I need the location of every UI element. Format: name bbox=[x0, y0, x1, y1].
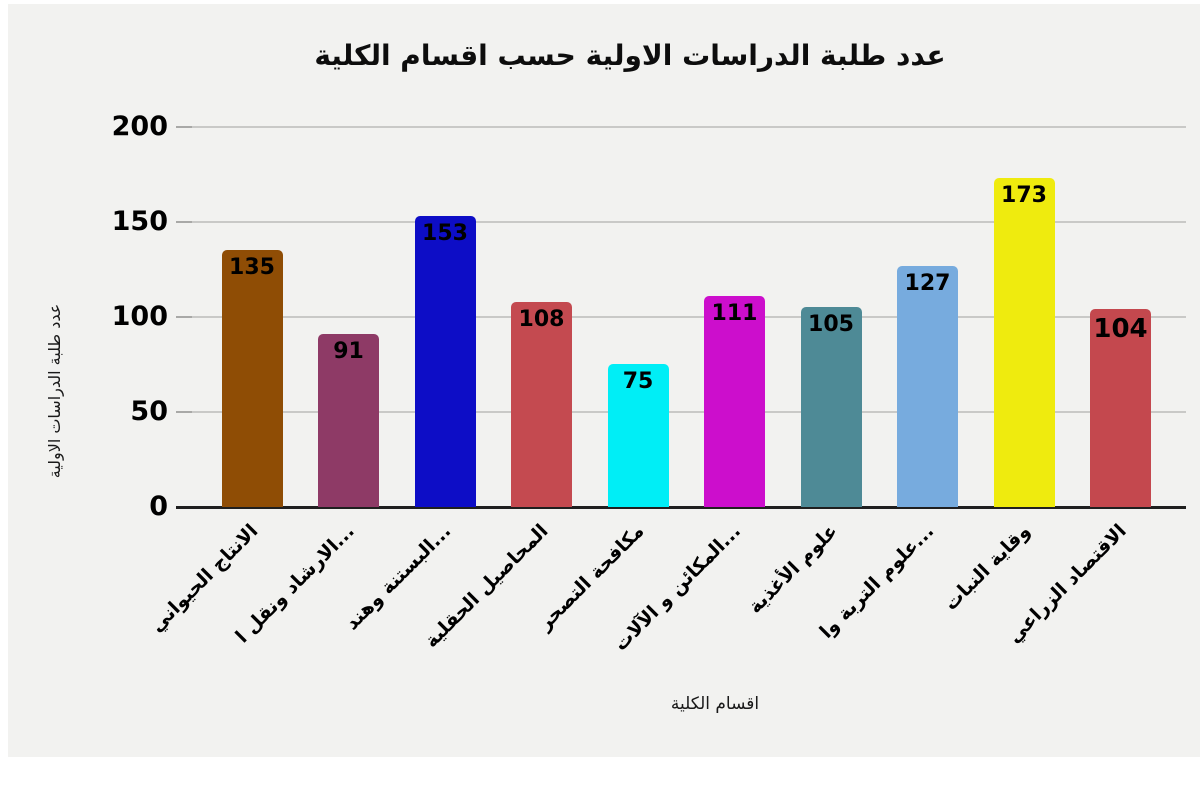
bar-value-label-5: 111 bbox=[711, 301, 758, 326]
x-axis-line bbox=[186, 506, 1186, 509]
gridline-50 bbox=[188, 411, 1186, 413]
bar-8[interactable]: 173 bbox=[993, 178, 1055, 507]
bar-3[interactable]: 108 bbox=[511, 302, 572, 507]
gridline-200 bbox=[188, 126, 1186, 128]
bar-value-label-8: 173 bbox=[1001, 183, 1047, 208]
bar-value-label-4: 75 bbox=[622, 369, 654, 394]
bar-value-label-3: 108 bbox=[518, 307, 565, 332]
x-axis-title: اقسام الكلية bbox=[670, 694, 760, 714]
chart-title: عدد طلبة الدراسات الاولية حسب اقسام الكل… bbox=[314, 39, 946, 72]
bar-2[interactable]: 153 bbox=[414, 216, 476, 507]
y-tick-label-50: 50 bbox=[130, 396, 168, 427]
y-tick-label-150: 150 bbox=[111, 206, 168, 237]
y-tick-mark-50 bbox=[176, 411, 192, 413]
bar-value-label-2: 153 bbox=[422, 221, 468, 246]
y-tick-mark-100 bbox=[176, 316, 192, 318]
bar-0[interactable]: 135 bbox=[221, 250, 283, 507]
bar-9[interactable]: 104 bbox=[1090, 309, 1151, 507]
bar-value-label-7: 127 bbox=[904, 271, 951, 296]
bar-6[interactable]: 105 bbox=[800, 307, 862, 507]
bar-4[interactable]: 75 bbox=[607, 364, 669, 507]
y-tick-label-200: 200 bbox=[111, 111, 168, 142]
bar-1[interactable]: 91 bbox=[318, 334, 379, 507]
y-tick-mark-150 bbox=[176, 221, 192, 223]
y-tick-label-0: 0 bbox=[149, 491, 168, 522]
y-tick-mark-0 bbox=[176, 506, 192, 509]
bar-value-label-6: 105 bbox=[808, 312, 854, 337]
y-tick-label-100: 100 bbox=[111, 301, 168, 332]
gridline-150 bbox=[188, 221, 1186, 223]
bar-value-label-1: 91 bbox=[333, 339, 364, 364]
x-category-label-8: وقاية النبات bbox=[939, 520, 1035, 615]
bar-7[interactable]: 127 bbox=[897, 266, 958, 507]
x-category-label-6: علوم الأغذية bbox=[743, 520, 842, 618]
gridline-100 bbox=[188, 316, 1186, 318]
bar-value-label-0: 135 bbox=[229, 255, 275, 280]
bar-value-label-9: 104 bbox=[1093, 314, 1148, 344]
y-tick-mark-200 bbox=[176, 126, 192, 128]
bar-5[interactable]: 111 bbox=[704, 296, 765, 507]
